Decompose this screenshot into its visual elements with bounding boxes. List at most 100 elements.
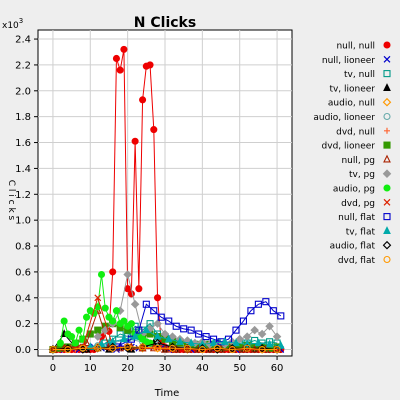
y-tick-label: 0.2 xyxy=(15,319,31,330)
legend-label: null, pg xyxy=(341,156,375,166)
legend-label: null, lioneer xyxy=(322,56,375,66)
data-point xyxy=(142,325,151,334)
data-point xyxy=(120,45,128,53)
y-tick-label: 2.0 xyxy=(15,86,31,97)
series-line xyxy=(52,346,278,351)
legend-label: dvd, pg xyxy=(341,199,375,209)
data-point xyxy=(150,307,158,315)
data-point xyxy=(232,326,240,334)
data-point xyxy=(120,317,128,325)
data-point xyxy=(60,317,68,325)
legend-marker xyxy=(383,184,391,192)
data-point xyxy=(112,54,120,63)
legend-marker xyxy=(383,255,391,264)
data-point xyxy=(243,346,251,353)
data-point xyxy=(239,317,247,325)
x-tick-label: 10 xyxy=(84,363,97,374)
data-point xyxy=(183,344,191,352)
data-point xyxy=(243,344,251,352)
data-point xyxy=(209,338,218,347)
x-tick-label: 40 xyxy=(196,363,209,374)
y-multiplier-label: x103 xyxy=(2,17,23,31)
data-point xyxy=(277,312,285,320)
data-point xyxy=(254,300,262,308)
data-point xyxy=(235,334,244,344)
y-tick-label: 0.0 xyxy=(15,345,31,356)
data-point xyxy=(262,298,270,306)
data-point xyxy=(83,313,91,321)
data-point xyxy=(68,333,76,341)
data-point xyxy=(187,338,196,347)
legend-marker xyxy=(383,41,391,49)
data-point xyxy=(258,345,266,354)
data-point xyxy=(202,333,210,341)
data-point xyxy=(198,345,206,354)
data-point xyxy=(265,321,274,331)
data-point xyxy=(220,337,229,345)
legend-marker xyxy=(383,226,391,234)
legend-marker xyxy=(382,169,392,178)
data-point xyxy=(135,285,143,293)
data-point xyxy=(82,338,91,347)
data-point xyxy=(139,96,147,104)
data-point xyxy=(97,270,106,279)
data-point xyxy=(272,332,282,341)
data-point xyxy=(157,313,165,321)
data-point xyxy=(108,337,117,345)
data-point xyxy=(228,345,236,354)
data-point xyxy=(254,338,263,347)
data-point xyxy=(56,339,64,347)
data-point xyxy=(109,317,117,325)
data-point xyxy=(176,337,184,345)
series-layer xyxy=(48,45,285,354)
data-point xyxy=(131,331,140,340)
legend-label: tv, null xyxy=(344,70,375,80)
y-tick-label: 0.6 xyxy=(15,267,31,278)
legend-label: audio, null xyxy=(328,99,375,109)
data-point xyxy=(276,340,285,349)
legend-label: tv, pg xyxy=(349,170,375,180)
data-point xyxy=(49,345,57,354)
x-tick-label: 30 xyxy=(159,363,172,374)
series-dvd-flat xyxy=(49,343,281,354)
data-point xyxy=(247,307,255,315)
data-point xyxy=(232,338,240,347)
data-point xyxy=(180,325,188,333)
y-multiplier-base: x10 xyxy=(2,21,19,31)
data-point xyxy=(250,325,259,335)
data-point xyxy=(71,339,79,347)
x-tick-label: 60 xyxy=(271,363,284,374)
legend-label: tv, flat xyxy=(346,227,376,237)
series-line xyxy=(52,309,278,351)
x-tick-label: 50 xyxy=(233,363,246,374)
legend-label: dvd, null xyxy=(336,127,375,137)
data-point xyxy=(109,344,117,352)
data-point xyxy=(153,294,162,302)
data-point xyxy=(127,320,135,328)
data-point xyxy=(139,343,147,351)
legend-label: tv, lioneer xyxy=(329,84,375,94)
legend-marker xyxy=(383,198,391,206)
data-point xyxy=(109,268,117,276)
y-tick-label: 1.2 xyxy=(15,190,31,201)
data-point xyxy=(153,338,162,348)
legend-marker xyxy=(383,112,391,121)
legend-label: null, null xyxy=(336,42,375,52)
data-point xyxy=(150,126,158,134)
y-tick-label: 0.4 xyxy=(15,293,31,304)
legend-marker xyxy=(383,55,391,63)
data-point xyxy=(257,329,267,339)
legend-marker xyxy=(382,97,392,107)
data-point xyxy=(164,334,173,343)
legend: null, null null, lioneer tv, null tv, lione… xyxy=(313,41,392,266)
data-point xyxy=(153,344,162,352)
y-axis-label: C l i c k s xyxy=(6,180,16,221)
y-tick-label: 1.8 xyxy=(15,112,31,123)
grid xyxy=(38,30,292,356)
data-point xyxy=(64,345,72,354)
legend-label: dvd, flat xyxy=(338,256,376,266)
data-point xyxy=(101,304,109,312)
data-point xyxy=(160,329,170,339)
data-point xyxy=(187,326,195,334)
